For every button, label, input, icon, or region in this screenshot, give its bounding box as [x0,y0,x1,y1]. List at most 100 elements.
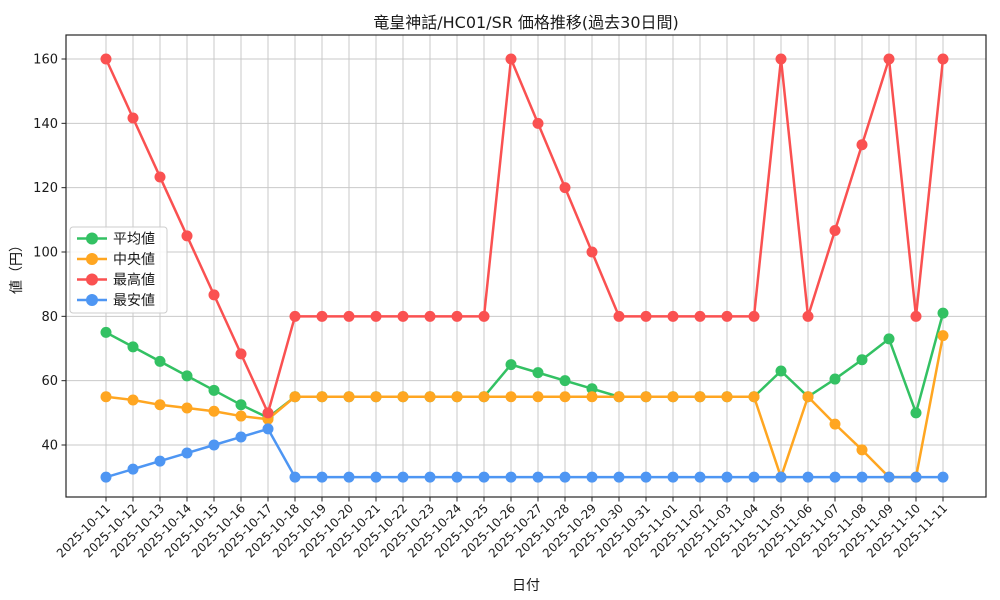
series-average-marker [100,326,112,338]
series-average-marker [532,367,544,379]
series-maximum-marker [100,53,112,65]
y-tick-label: 140 [33,117,58,132]
y-tick-label: 60 [41,374,58,389]
legend-label-average: 平均値 [113,232,155,248]
series-average-marker [154,355,166,367]
y-tick-label: 120 [33,181,58,196]
series-minimum-marker [910,471,922,483]
series-minimum-marker [370,471,382,483]
series-maximum-marker [748,310,760,322]
series-minimum-marker [667,471,679,483]
series-median-marker [856,444,868,456]
series-median-marker [937,330,949,342]
series-layer [100,53,949,483]
legend-entry-maximum: 最高値 [77,272,155,289]
series-maximum-marker [424,310,436,322]
series-average-marker [910,407,922,419]
series-average-marker [181,370,193,382]
series-average-line [104,311,945,419]
legend-marker-average [86,232,98,245]
series-maximum-marker [154,171,166,183]
series-minimum [100,423,949,483]
series-minimum-marker [694,471,706,483]
series-maximum-marker [721,310,733,322]
series-average-marker [883,333,895,345]
series-median-marker [802,391,814,403]
series-minimum-marker [505,471,517,483]
series-maximum-marker [802,310,814,322]
series-maximum-line [104,57,945,415]
series-maximum-marker [289,310,301,322]
series-maximum-marker [559,182,571,194]
series-median-marker [397,391,409,403]
series-maximum-marker [883,53,895,65]
series-maximum-marker [613,310,625,322]
series-median-marker [640,391,652,403]
legend-label-minimum: 最安値 [113,293,155,309]
series-median-marker [694,391,706,403]
series-median-marker [586,391,598,403]
y-axis-label: 値（円） [9,238,25,294]
legend-label-median: 中央値 [113,252,155,268]
series-median-marker [748,391,760,403]
series-maximum-marker [532,117,544,129]
y-tick-label: 40 [41,439,58,454]
series-median-marker [289,391,301,403]
series-median-marker [316,391,328,403]
series-average-marker [937,307,949,319]
series-maximum-marker [127,112,139,124]
chart-title: 竜皇神話/HC01/SR 価格推移(過去30日間) [373,13,679,32]
plot-frame [65,34,987,498]
legend-box [69,226,168,314]
series-median-marker [100,391,112,403]
series-maximum-marker [370,310,382,322]
series-minimum-marker [343,471,355,483]
series-minimum-marker [154,455,166,467]
series-median-line [104,334,945,479]
series-average-marker [775,365,787,377]
series-average-marker [208,384,220,396]
series-minimum-marker [181,447,193,459]
legend-marker-minimum [86,294,98,306]
legend-label-maximum: 最高値 [113,272,155,289]
series-minimum-marker [802,471,814,483]
series-average-marker [829,373,841,385]
series-median-marker [424,391,436,403]
y-tick-labels: 40 60 80 100 120 140 160 [33,53,58,454]
series-maximum-marker [316,310,328,322]
series-minimum-marker [883,471,895,483]
series-minimum-marker [235,431,247,443]
series-median-marker [505,391,517,403]
series-minimum-marker [451,471,463,483]
y-tick-label: 80 [41,310,58,325]
series-median-marker [721,391,733,403]
series-maximum-marker [397,310,409,322]
series-average-marker [559,375,571,387]
series-median-marker [478,391,490,403]
series-minimum-marker [532,471,544,483]
series-minimum-marker [586,471,598,483]
series-minimum-marker [127,463,139,475]
series-average-marker [586,383,598,395]
series-minimum-marker [937,471,949,483]
legend-entry-minimum: 最安値 [77,293,155,309]
series-maximum-marker [208,289,220,301]
series-maximum-marker [586,246,598,258]
series-median-marker [235,410,247,422]
axis-ticks [61,58,944,502]
series-maximum-marker [829,225,841,237]
series-average-marker [505,359,517,371]
series-median-marker [667,391,679,403]
series-median-marker [127,394,139,406]
series-median-marker [829,418,841,430]
series-median-marker [370,391,382,403]
series-maximum-marker [856,139,868,151]
series-maximum-marker [775,53,787,65]
series-average-marker [235,399,247,411]
series-maximum-marker [694,310,706,322]
series-maximum-marker [451,310,463,322]
series-minimum-marker [613,471,625,483]
series-maximum [100,53,949,419]
